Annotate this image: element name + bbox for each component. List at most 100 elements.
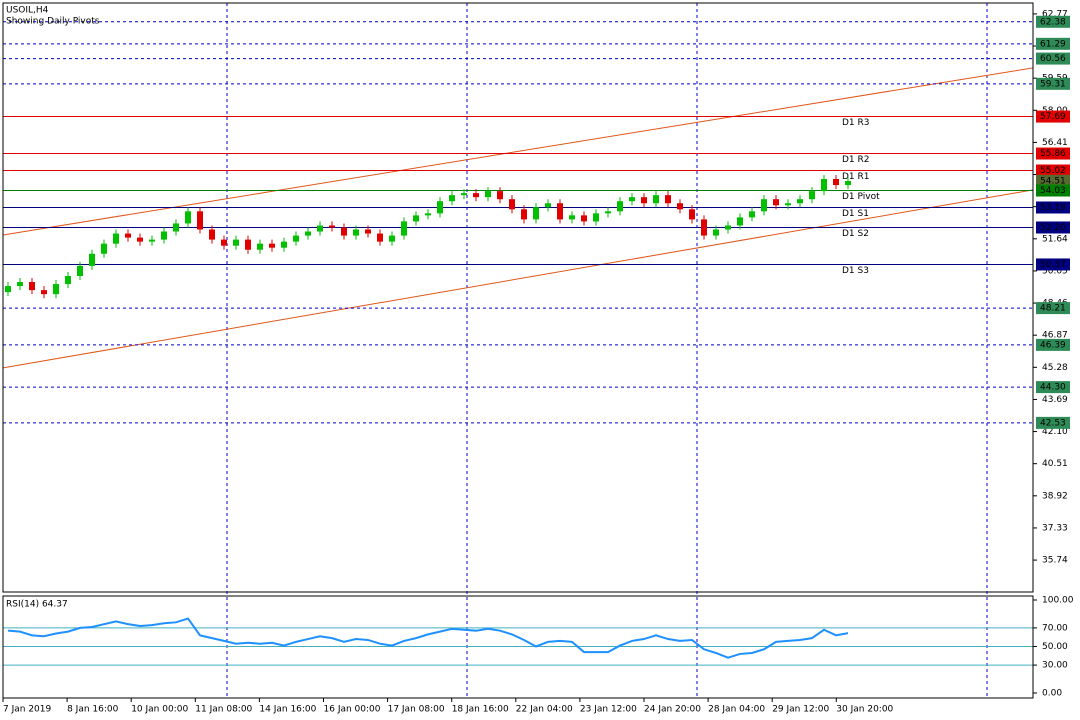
candle-body [761,199,767,212]
candle-body [821,178,827,192]
price-box-label: 46.39 [1040,340,1066,350]
price-box [1036,52,1070,65]
rsi-tick-label: 50.00 [1042,642,1068,652]
candle-body [449,195,455,202]
candle-body [845,181,851,186]
candle-body [581,215,587,222]
x-tick-label: 22 Jan 04:00 [516,705,573,715]
price-box [1036,338,1070,351]
price-box-label: 60.56 [1040,54,1066,64]
candle-body [389,235,395,242]
candle-body [161,231,167,240]
x-tick-label: 14 Jan 16:00 [259,705,316,715]
candle-body [401,221,407,236]
y-tick-label: 43.69 [1042,395,1068,405]
rsi-line [7,617,849,659]
candle-body [89,253,95,266]
candle-body [125,233,131,238]
candle-body [809,191,815,200]
candle-body [101,243,107,254]
price-box [1036,174,1070,187]
candle-body [197,211,203,230]
price-box-label: 54.51 [1040,176,1066,186]
y-tick-label: 37.33 [1042,523,1068,533]
price-box [1036,15,1070,28]
price-box-label: 55.02 [1040,166,1066,176]
candle-body [797,199,803,204]
candle-body [737,217,743,226]
candle-body [617,201,623,212]
price-box [1036,37,1070,50]
price-box-label: 50.37 [1040,260,1066,270]
candle-body [677,203,683,210]
candle-body [665,195,671,204]
candle-body [365,229,371,234]
trendline [2,189,1034,369]
candle-body [413,215,419,222]
price-box-label: 54.03 [1040,186,1066,196]
candle-body [17,282,23,287]
candle-body [605,211,611,214]
candle-body [257,243,263,250]
price-box-label: 52.20 [1040,223,1066,233]
candle-body [569,215,575,220]
candle-body [377,233,383,242]
candle-body [593,213,599,222]
candle-body [29,282,35,291]
candle-body [629,197,635,202]
y-tick-label: 56.41 [1042,138,1068,148]
x-tick-label: 16 Jan 00:00 [324,705,381,715]
x-tick-label: 8 Jan 16:00 [67,705,119,715]
candle-body [785,203,791,206]
candle-body [521,209,527,220]
chart-title: USOIL,H4 [6,6,49,16]
price-box [1036,77,1070,90]
candle-body [713,229,719,236]
candle-body [437,201,443,214]
rsi-tick-label: 30.00 [1042,661,1068,671]
y-tick-label: 35.74 [1042,556,1068,566]
price-box-label: 57.69 [1040,112,1066,122]
price-box-label: 55.86 [1040,149,1066,159]
candle-body [641,197,647,204]
candle-body [53,284,59,295]
price-box-label: 48.21 [1040,304,1066,314]
rsi-frame [2,595,1034,699]
candle-body [113,233,119,244]
price-box-label: 44.30 [1040,383,1066,393]
price-box-label: 53.19 [1040,203,1066,213]
candle-body [173,223,179,232]
candle-body [833,178,839,186]
candle-body [725,225,731,230]
candle-body [233,239,239,246]
y-tick-label: 46.87 [1042,331,1068,341]
rsi-tick-label: 100.00 [1042,595,1074,605]
candle-body [557,203,563,220]
y-tick-label: 51.64 [1042,234,1068,244]
x-tick-label: 29 Jan 12:00 [772,705,829,715]
candle-body [77,265,83,276]
candle-body [497,191,503,200]
candle-body [41,290,47,295]
price-box-label: 62.38 [1040,17,1066,27]
x-tick-label: 7 Jan 2019 [3,705,51,715]
price-box [1036,381,1070,394]
candle-body [281,241,287,248]
price-box [1036,147,1070,160]
candle-body [689,209,695,220]
price-box-label: 59.31 [1040,79,1066,89]
price-box-label: 61.29 [1040,39,1066,49]
pivot-label: D1 S3 [842,266,869,276]
price-box [1036,416,1070,429]
price-box-label: 42.53 [1040,418,1066,428]
price-box [1036,221,1070,234]
candle-body [221,239,227,246]
chart-subtitle: Showing Daily Pivots [6,17,100,27]
candle-body [329,225,335,228]
candle-body [245,239,251,250]
candle-body [473,193,479,198]
day-separators [226,3,988,698]
candle-body [5,286,11,293]
x-tick-label: 28 Jan 04:00 [708,705,765,715]
candle-body [65,275,71,285]
